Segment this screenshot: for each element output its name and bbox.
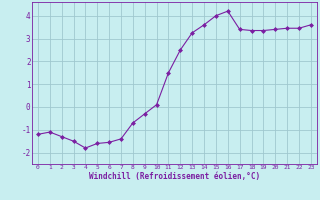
X-axis label: Windchill (Refroidissement éolien,°C): Windchill (Refroidissement éolien,°C): [89, 172, 260, 181]
